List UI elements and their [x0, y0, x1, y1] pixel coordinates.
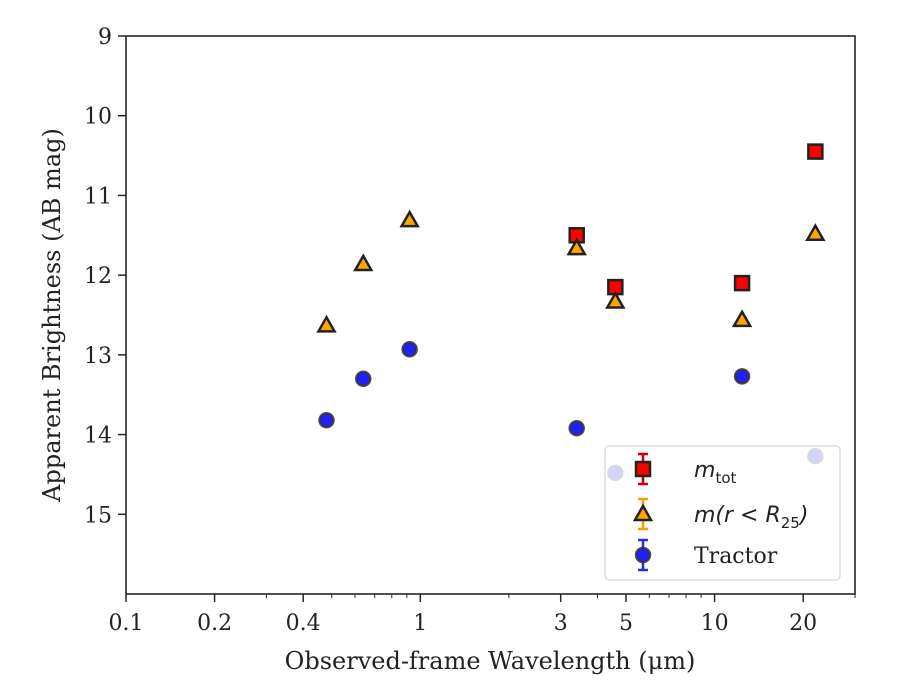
y-tick-label: 15	[84, 503, 112, 528]
data-point	[399, 209, 420, 228]
x-tick-label: 5	[619, 611, 633, 636]
legend-marker	[634, 546, 652, 564]
legend-label: Tractor	[694, 544, 778, 569]
legend-box	[604, 445, 841, 581]
x-tick-label: 20	[789, 611, 817, 636]
data-point	[731, 309, 753, 328]
x-tick-label: 1	[413, 611, 427, 636]
y-tick-label: 13	[84, 344, 112, 369]
y-tick-label: 14	[84, 424, 112, 449]
data-point	[807, 143, 824, 160]
y-tick-label: 11	[84, 184, 112, 209]
data-marks	[316, 143, 826, 482]
x-axis-ticks: 0.1 0.2 0.4 1 3 5 10 20	[109, 594, 856, 636]
y-axis-ticks: 9 10 11 12 13 14 15	[84, 25, 126, 528]
data-point	[566, 237, 587, 256]
y-tick-label: 12	[84, 264, 112, 289]
legend-entry: Tractor	[634, 538, 778, 572]
data-point	[805, 223, 826, 241]
data-point	[316, 314, 337, 333]
data-point	[355, 370, 372, 388]
x-tick-label: 3	[554, 611, 568, 636]
data-point	[318, 411, 335, 429]
data-point	[733, 368, 751, 385]
x-tick-label: 0.4	[286, 611, 321, 636]
x-tick-label: 10	[701, 611, 729, 636]
data-point	[733, 274, 751, 292]
data-point	[353, 253, 374, 272]
data-point	[568, 419, 585, 437]
legend-marker	[634, 460, 652, 478]
legend-label: m(r < R25)	[694, 503, 808, 532]
legend-entries: mtot m(r < R25) Tractor	[632, 452, 808, 572]
legend-entry: m(r < R25)	[632, 497, 808, 532]
plot-frame	[125, 35, 856, 595]
legend: mtot m(r < R25) Tractor	[604, 445, 841, 581]
x-tick-label: 0.2	[197, 611, 232, 636]
data-point	[605, 290, 626, 309]
x-tick-label: 0.1	[109, 611, 144, 636]
y-tick-label: 10	[84, 105, 112, 130]
legend-entry: mtot	[634, 452, 736, 487]
series-square	[568, 143, 824, 296]
legend-label: mtot	[694, 458, 736, 487]
data-point	[401, 341, 418, 358]
x-axis-title: Observed-frame Wavelength (μm)	[285, 647, 696, 675]
y-axis-title: Apparent Brightness (AB mag)	[38, 128, 66, 503]
y-tick-label: 9	[98, 25, 112, 50]
legend-marker	[632, 503, 654, 522]
series-triangle	[316, 209, 826, 333]
